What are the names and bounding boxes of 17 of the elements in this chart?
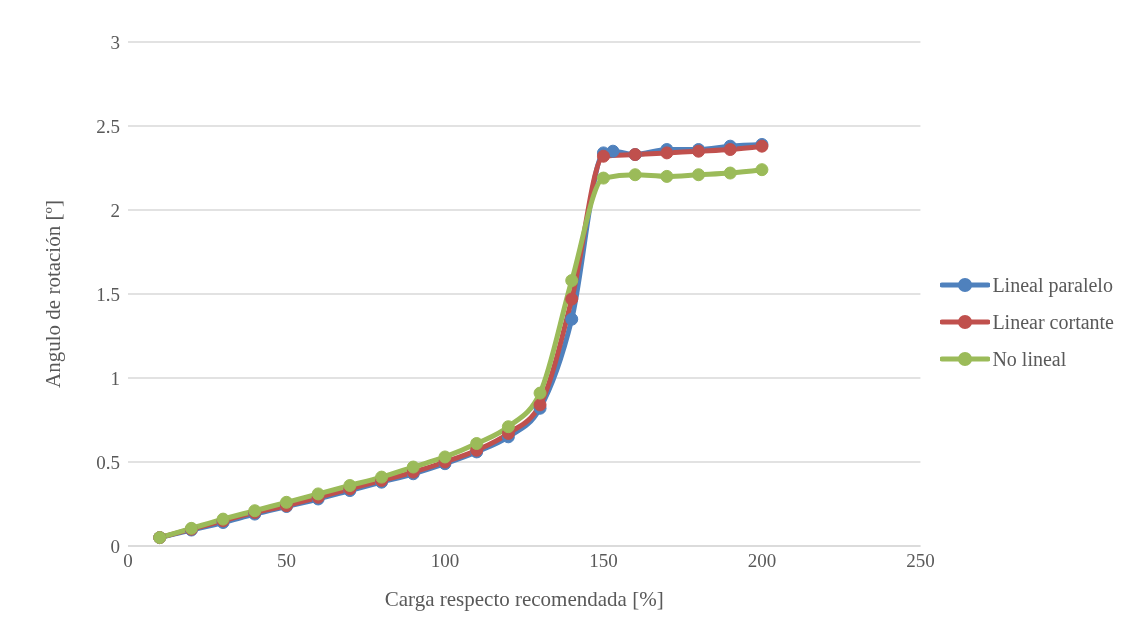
x-tick-label: 100: [430, 550, 460, 572]
legend-label: No lineal: [992, 347, 1067, 371]
x-axis-title: Carga respecto recomendada [%]: [384, 587, 664, 611]
x-tick-label: 50: [276, 550, 296, 572]
x-tick-label: 200: [747, 550, 777, 572]
y-tick-label: 0: [110, 535, 120, 557]
y-tick-label: 0.5: [96, 451, 120, 473]
y-tick-label: 1: [110, 367, 120, 389]
y-axis-title: Angulo de rotación [º]: [41, 200, 66, 388]
y-tick-label: 1.5: [96, 283, 120, 305]
y-tick-label: 2.5: [96, 115, 120, 137]
y-tick-label: 2: [110, 199, 120, 221]
y-tick-label: 3: [110, 31, 120, 53]
x-tick-label: 250: [906, 550, 935, 572]
x-tick-label: 150: [589, 550, 618, 572]
legend-label: Lineal paralelo: [992, 273, 1113, 297]
legend-label: Linear cortante: [992, 310, 1114, 334]
